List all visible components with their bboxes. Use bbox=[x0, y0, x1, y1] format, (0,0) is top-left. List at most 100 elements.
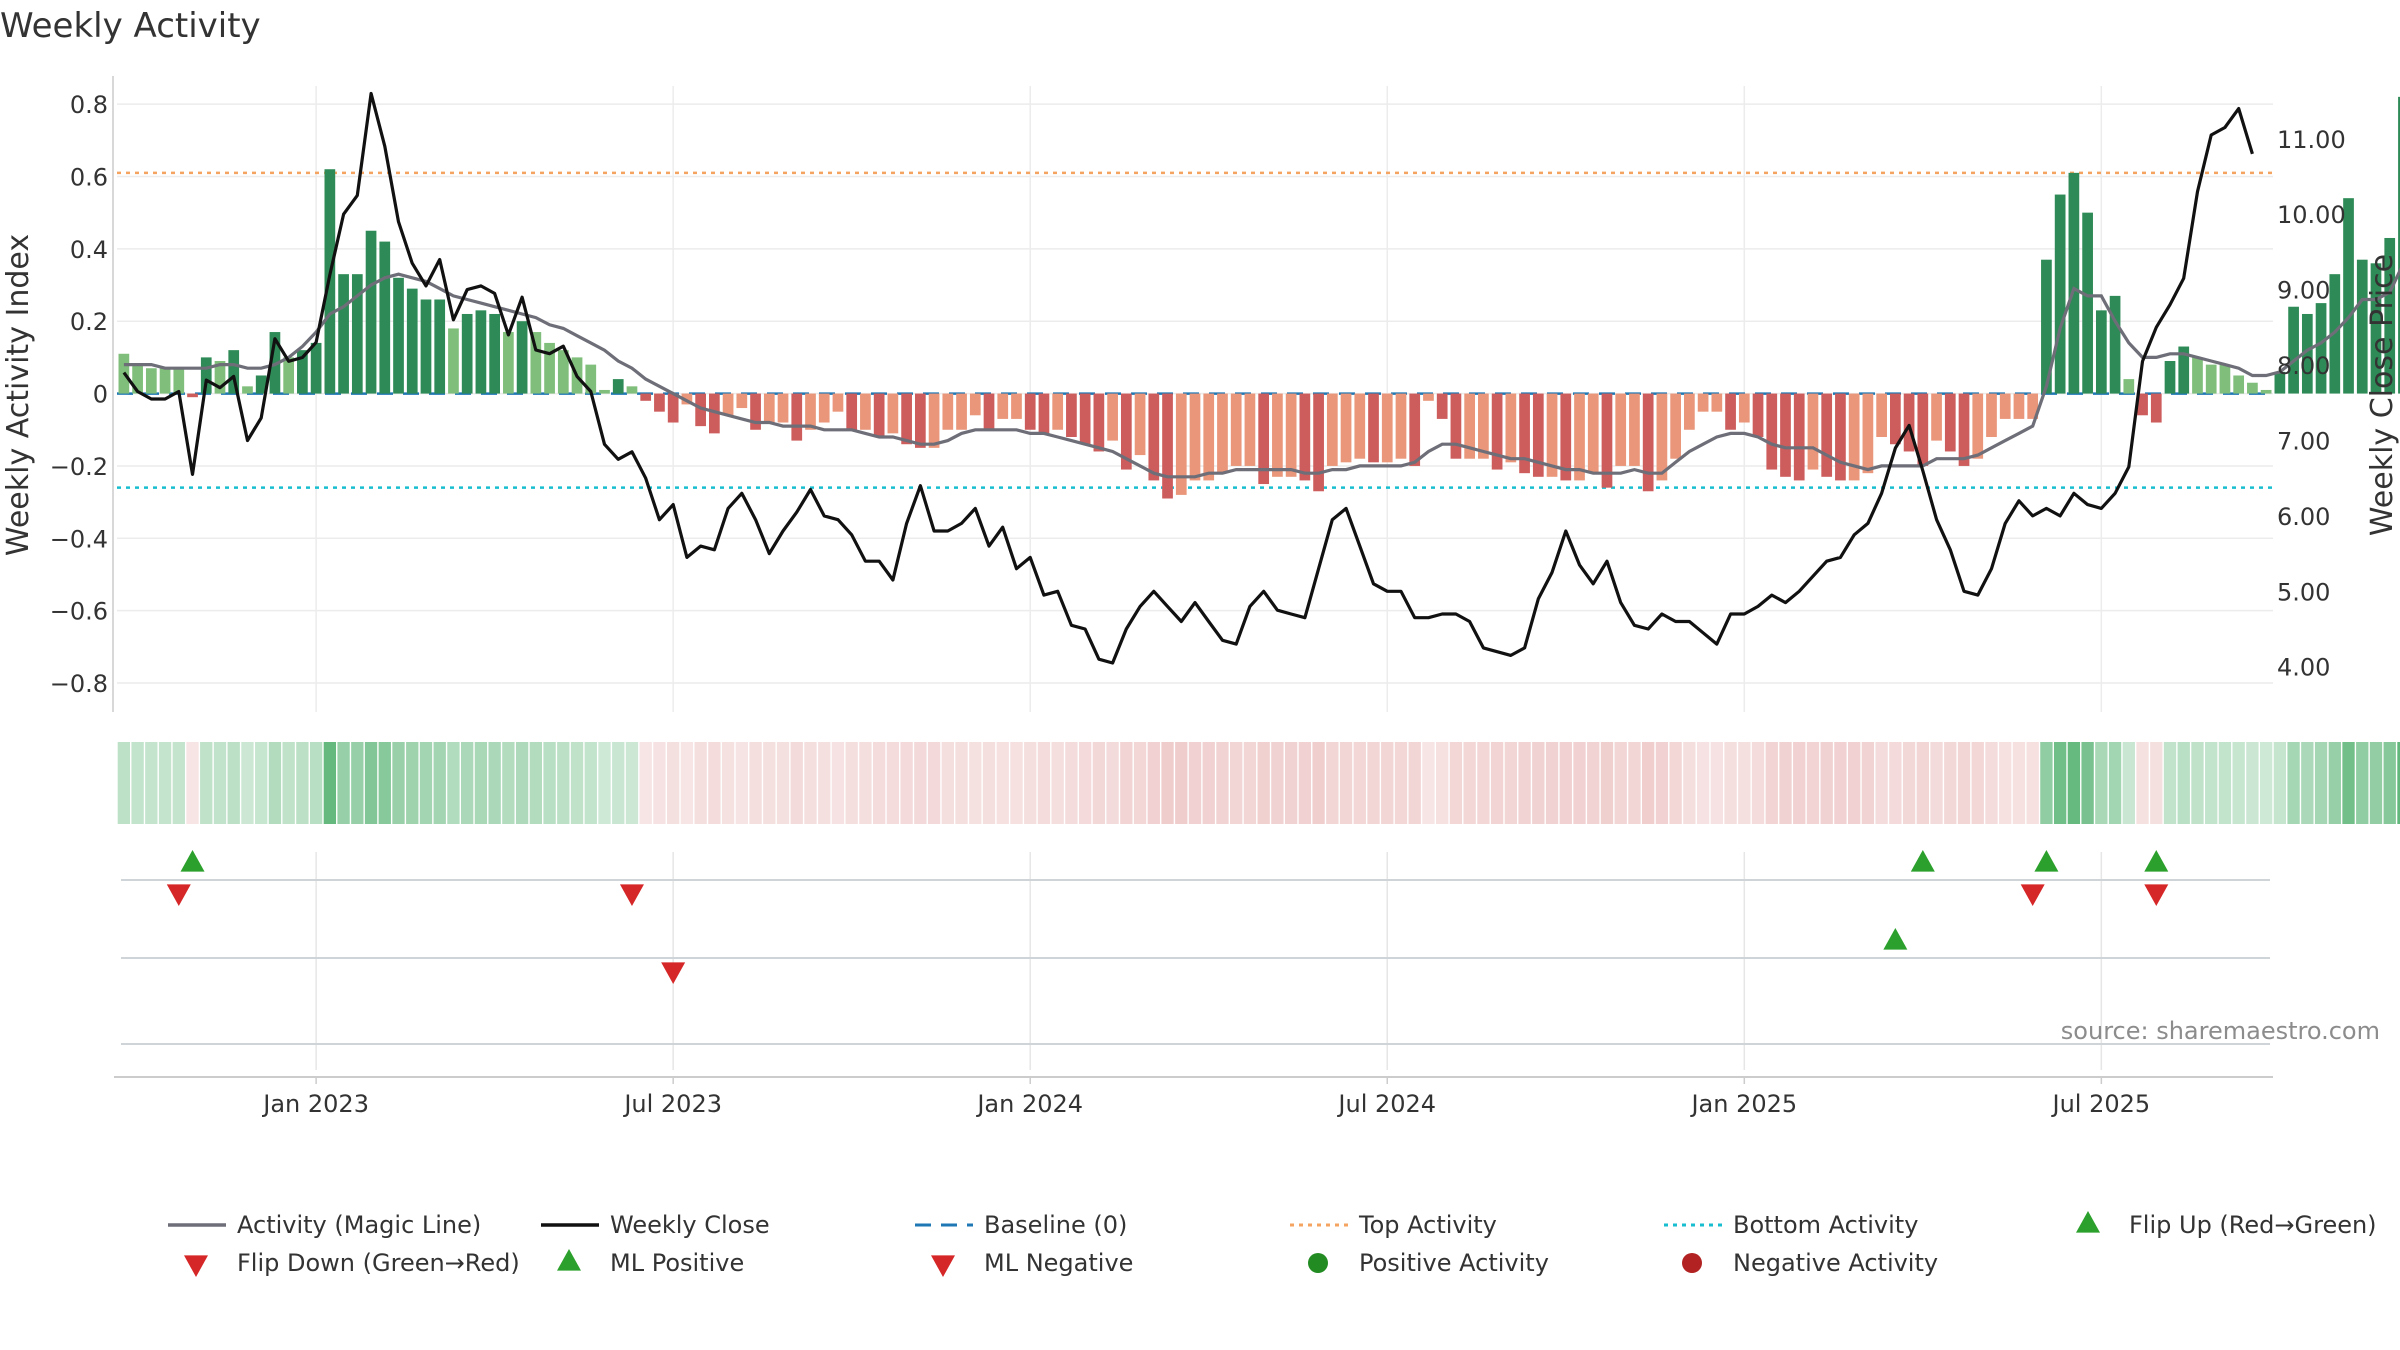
activity-bar bbox=[1478, 393, 1489, 459]
activity-bar bbox=[1258, 393, 1270, 485]
heat-cell bbox=[2369, 742, 2383, 824]
heat-cell bbox=[982, 742, 996, 824]
y-tick-label-right: 8.00 bbox=[2277, 352, 2330, 380]
activity-bar bbox=[1546, 393, 1558, 477]
heat-cell bbox=[1188, 742, 1202, 824]
activity-bar bbox=[873, 393, 885, 437]
heat-cell bbox=[1614, 742, 1627, 824]
activity-bar bbox=[654, 393, 665, 412]
heat-cell bbox=[735, 742, 748, 824]
heat-cell bbox=[845, 742, 858, 824]
grid-lines bbox=[117, 86, 2273, 1070]
activity-bar bbox=[434, 299, 446, 394]
heat-cell bbox=[255, 742, 268, 824]
heat-cell bbox=[1834, 742, 1847, 824]
activity-bar bbox=[626, 386, 638, 394]
activity-bar bbox=[351, 274, 363, 394]
activity-bar bbox=[2274, 371, 2286, 394]
heat-cell bbox=[1298, 742, 1312, 824]
activity-bar bbox=[2384, 237, 2396, 394]
heat-cell bbox=[666, 742, 680, 824]
activity-bar bbox=[2041, 259, 2052, 394]
heat-cell bbox=[763, 742, 776, 824]
activity-bar bbox=[2027, 393, 2039, 419]
activity-bar bbox=[2343, 198, 2354, 394]
heat-cell bbox=[1436, 742, 1449, 824]
activity-bar bbox=[1835, 393, 1846, 481]
x-tick-label: Jul 2024 bbox=[1336, 1090, 1436, 1118]
heat-cell bbox=[1669, 742, 1682, 824]
heat-cell bbox=[1999, 742, 2012, 824]
heat-cell bbox=[2301, 742, 2314, 824]
heat-cell bbox=[790, 742, 803, 824]
heat-cell bbox=[1642, 742, 1655, 824]
heat-cell bbox=[1545, 742, 1559, 824]
heat-cell bbox=[406, 742, 419, 824]
heat-cell bbox=[1381, 742, 1394, 824]
activity-bar bbox=[1986, 393, 1997, 437]
source-label: source: sharemaestro.com bbox=[2061, 1017, 2380, 1045]
activity-bar bbox=[914, 393, 926, 448]
activity-bar bbox=[1807, 393, 1819, 470]
activity-bar bbox=[1189, 393, 1201, 481]
activity-bar bbox=[1148, 393, 1160, 481]
activity-bar bbox=[1120, 393, 1132, 470]
heat-cell bbox=[1875, 742, 1888, 824]
activity-bar bbox=[599, 389, 610, 394]
activity-bar bbox=[1615, 393, 1627, 466]
activity-bar bbox=[1780, 393, 1791, 477]
y-tick-label-right: 5.00 bbox=[2277, 578, 2330, 606]
activity-bar bbox=[2398, 96, 2400, 394]
heat-cell bbox=[364, 742, 378, 824]
heat-cell bbox=[2328, 742, 2341, 824]
heat-cell bbox=[2095, 742, 2108, 824]
heat-cell bbox=[708, 742, 721, 824]
heat-cell bbox=[461, 742, 474, 824]
activity-bar bbox=[1395, 393, 1407, 459]
y-axis-right-label: Weekly Close Price bbox=[2365, 254, 2400, 536]
heat-cell bbox=[2040, 742, 2053, 824]
activity-bar bbox=[2137, 393, 2148, 416]
activity-bar bbox=[530, 332, 542, 394]
flip-down-marker bbox=[2144, 884, 2169, 906]
activity-bar bbox=[1532, 393, 1544, 477]
heat-cell bbox=[1559, 742, 1572, 824]
x-tick-label: Jul 2025 bbox=[2051, 1090, 2151, 1118]
ml-positive-marker bbox=[1883, 928, 1908, 950]
activity-bar bbox=[393, 277, 404, 394]
heat-cell bbox=[2081, 742, 2094, 824]
activity-bar bbox=[187, 393, 198, 398]
heat-cell bbox=[955, 742, 968, 824]
activity-bar bbox=[2219, 364, 2231, 394]
heat-cell bbox=[941, 742, 954, 824]
activity-bar bbox=[1299, 393, 1311, 481]
heat-cell bbox=[2218, 742, 2232, 824]
activity-bar bbox=[2095, 310, 2107, 394]
activity-bar bbox=[145, 368, 157, 394]
activity-bar bbox=[709, 393, 720, 434]
activity-bar bbox=[1711, 393, 1723, 412]
heat-cell bbox=[584, 742, 597, 824]
activity-bar bbox=[1519, 393, 1530, 474]
legend-label: Activity (Magic Line) bbox=[237, 1211, 481, 1239]
activity-bar bbox=[1436, 393, 1448, 419]
activity-bar bbox=[2109, 295, 2121, 394]
activity-bar bbox=[1285, 393, 1297, 477]
heat-cell bbox=[2383, 742, 2396, 824]
activity-bar bbox=[1354, 393, 1366, 459]
heat-cell bbox=[474, 742, 488, 824]
activity-bar bbox=[2054, 194, 2066, 394]
heat-cell bbox=[296, 742, 309, 824]
heat-cell bbox=[1957, 742, 1971, 824]
activity-bar bbox=[1821, 393, 1833, 477]
heat-cell bbox=[515, 742, 529, 824]
heat-cell bbox=[1944, 742, 1957, 824]
heat-cell bbox=[1765, 742, 1778, 824]
heat-cell bbox=[337, 742, 350, 824]
activity-bar bbox=[640, 393, 652, 401]
heat-cell bbox=[433, 742, 446, 824]
activity-bar bbox=[2356, 259, 2368, 394]
activity-bar bbox=[200, 357, 212, 394]
heat-cell bbox=[502, 742, 515, 824]
